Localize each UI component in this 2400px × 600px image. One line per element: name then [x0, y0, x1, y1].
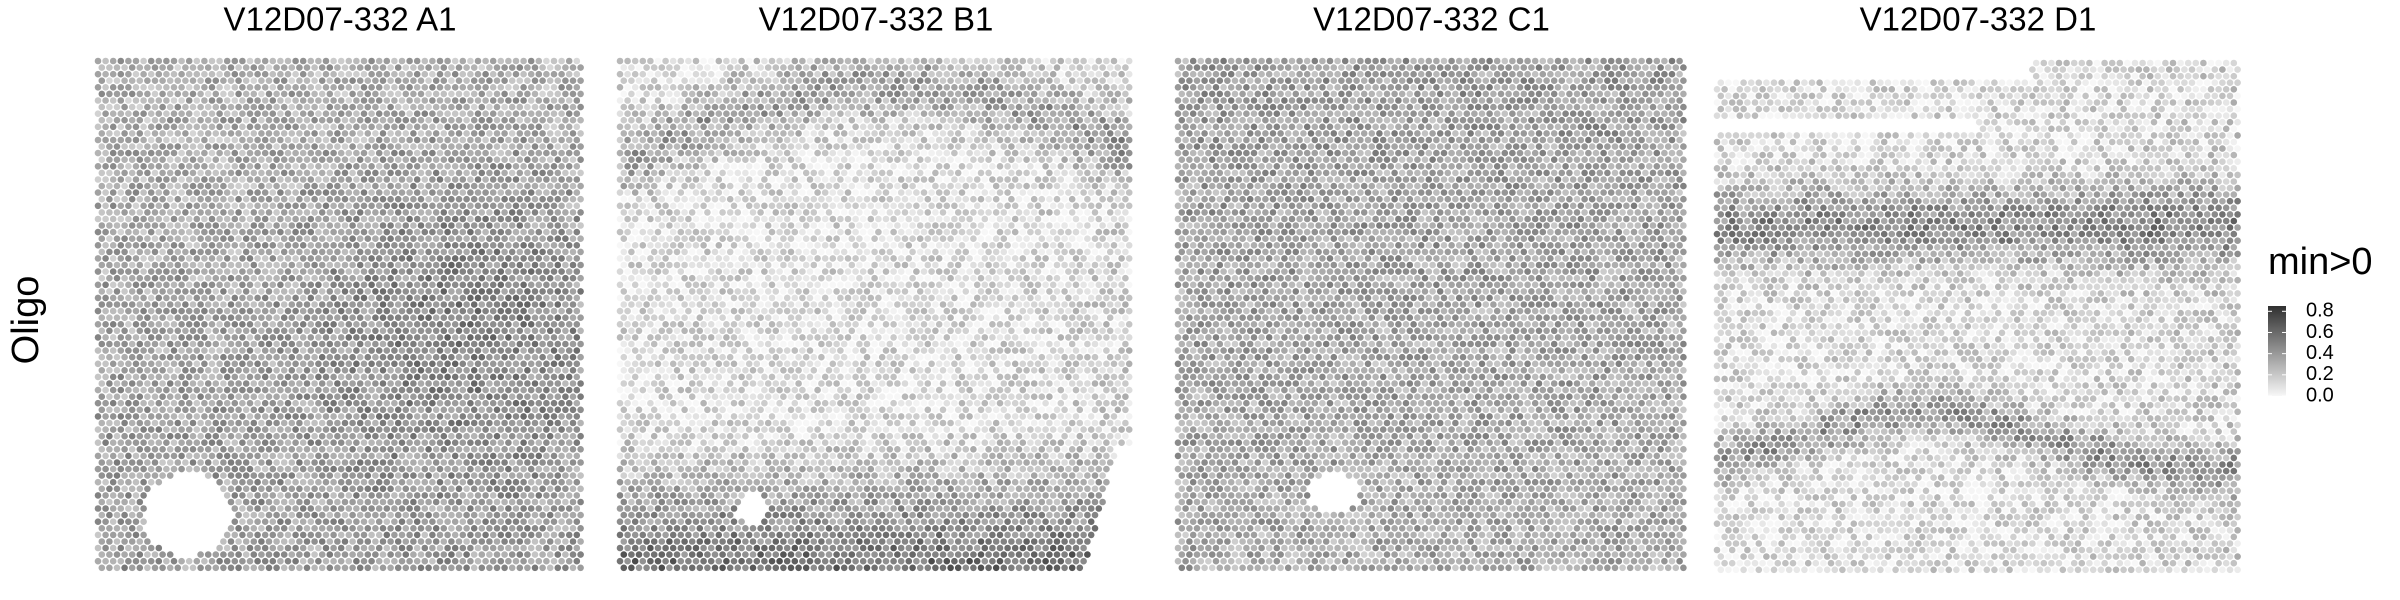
spot-panel	[94, 57, 584, 572]
colorbar-tick-label: 0.8	[2306, 300, 2334, 322]
colorbar-tick-label: 0.2	[2306, 363, 2334, 385]
legend-title: min>0	[2268, 241, 2373, 283]
colorbar	[2268, 306, 2286, 396]
colorbar-tick-label: 0.6	[2306, 321, 2334, 343]
panel-title: V12D07-332 B1	[759, 1, 994, 38]
spots	[94, 57, 2241, 574]
y-label: Oligo	[5, 276, 47, 365]
colorbar-tick-label: 0.4	[2306, 342, 2334, 364]
spot-panel	[1713, 59, 2241, 574]
colorbar-tick-label: 0.0	[2306, 384, 2334, 406]
panel-title: V12D07-332 A1	[223, 1, 456, 38]
spot-panel	[616, 57, 1133, 572]
panel-title: V12D07-332 D1	[1860, 1, 2097, 38]
spot-panel	[1174, 57, 1687, 572]
panel-title: V12D07-332 C1	[1313, 1, 1550, 38]
